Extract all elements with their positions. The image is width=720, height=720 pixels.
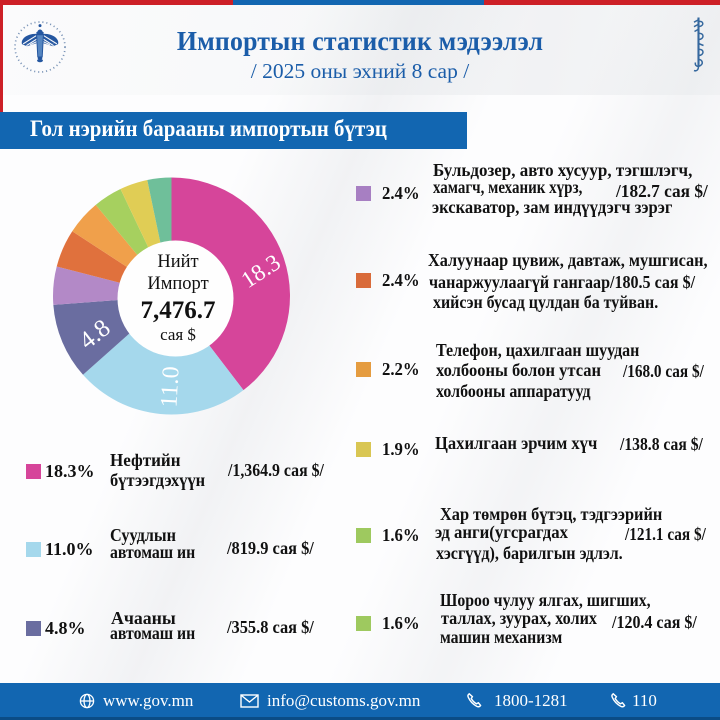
svg-text:11.0: 11.0 — [156, 366, 184, 408]
